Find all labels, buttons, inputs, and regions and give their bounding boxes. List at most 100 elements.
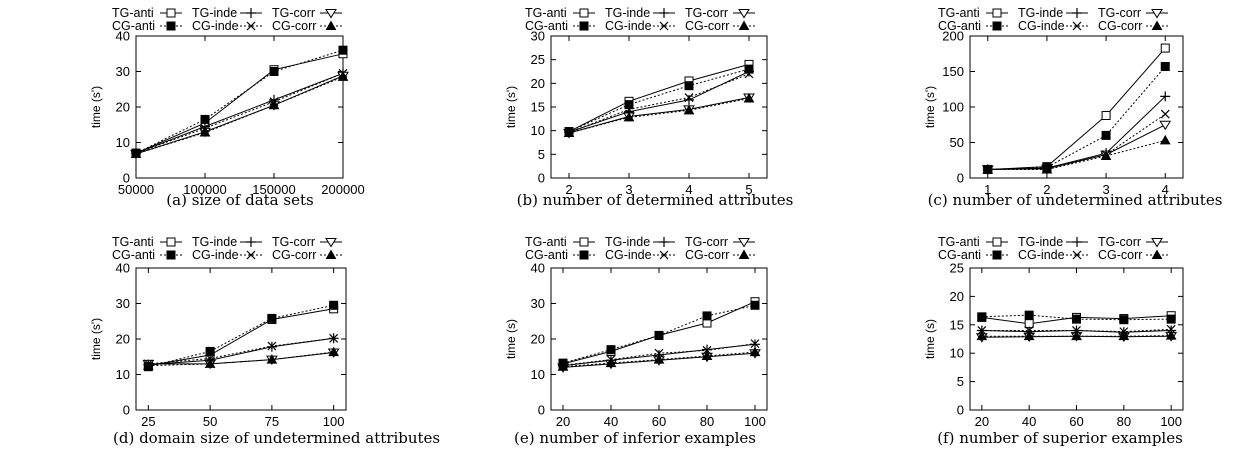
legend-label: CG-anti — [938, 19, 981, 33]
legend-marker — [659, 250, 669, 260]
x-tick-label: 1 — [984, 182, 991, 197]
chart-caption: (e) number of inferior examples — [514, 429, 756, 447]
legend-label: CG-corr — [1098, 248, 1142, 262]
legend-label: TG-anti — [112, 6, 154, 20]
y-tick-label: 100 — [942, 100, 964, 115]
data-point-cg-corr — [204, 358, 216, 368]
y-tick-label: 25 — [531, 52, 545, 67]
legend-marker — [1151, 238, 1163, 248]
data-point-cg-inde — [684, 93, 694, 102]
legend-marker — [992, 21, 1002, 31]
y-tick-label: 0 — [957, 403, 964, 418]
chart-panel-0: 0 10 20 30 40 50000 100000 150000 200000 time (s'… — [89, 6, 365, 209]
data-point-tg-anti — [1101, 111, 1111, 121]
legend-marker — [579, 21, 589, 31]
series-line-tg-anti — [135, 53, 344, 154]
data-point-tg-anti — [1160, 43, 1170, 53]
data-point-cg-anti — [269, 67, 279, 76]
legend-marker — [1072, 250, 1082, 260]
legend-marker — [579, 237, 589, 247]
data-point-cg-anti — [744, 64, 754, 74]
legend-label: CG-corr — [685, 19, 729, 33]
data-point-cg-corr — [653, 354, 665, 364]
series-line-cg-anti — [562, 304, 756, 364]
x-tick-label: 100 — [744, 414, 766, 429]
series-line-tg-inde — [568, 71, 750, 133]
x-tick-label: 200000 — [321, 182, 364, 197]
legend-marker — [246, 250, 256, 260]
x-tick-label: 80 — [1117, 414, 1131, 429]
legend-marker — [992, 237, 1002, 247]
data-point-cg-inde — [702, 345, 712, 355]
x-tick-label: 25 — [141, 414, 155, 429]
data-point-cg-anti — [750, 300, 760, 310]
x-tick-label: 60 — [652, 414, 666, 429]
y-tick-label: 30 — [531, 296, 545, 311]
series-line-cg-corr — [148, 351, 334, 367]
y-tick-label: 15 — [950, 317, 964, 332]
legend-marker — [738, 238, 750, 248]
legend-label: TG-inde — [605, 6, 650, 20]
data-point-cg-corr — [1165, 330, 1177, 340]
legend-label: CG-inde — [605, 248, 652, 262]
data-point-cg-inde — [1072, 326, 1081, 335]
data-point-cg-corr — [328, 346, 340, 357]
y-tick-label: 0 — [538, 171, 545, 186]
data-point-cg-anti — [1119, 315, 1129, 325]
y-tick-label: 30 — [531, 29, 545, 44]
data-point-cg-corr — [268, 99, 280, 110]
y-tick-label: 0 — [538, 403, 545, 418]
y-axis-label: time (s') — [89, 86, 103, 128]
x-tick-label: 2 — [565, 182, 572, 197]
x-tick-label: 50000 — [118, 182, 154, 197]
legend-label: TG-corr — [1098, 235, 1141, 249]
legend-label: CG-corr — [685, 248, 729, 262]
y-tick-label: 50 — [950, 135, 964, 150]
y-axis-label: time (s) — [923, 319, 937, 359]
y-tick-label: 40 — [531, 261, 545, 276]
legend-marker — [325, 9, 337, 19]
x-tick-label: 3 — [1102, 182, 1109, 197]
legend-label: TG-inde — [1018, 6, 1063, 20]
x-tick-label: 80 — [700, 414, 714, 429]
data-point-cg-corr — [1071, 330, 1082, 341]
series-line-tg-anti — [568, 63, 750, 133]
y-tick-label: 10 — [116, 135, 130, 150]
data-point-cg-anti — [205, 346, 215, 356]
chart-caption: (f) number of superior examples — [937, 429, 1183, 447]
data-point-cg-anti — [1024, 310, 1034, 320]
data-point-cg-anti — [654, 330, 664, 340]
legend-marker — [325, 249, 337, 259]
legend-label: TG-corr — [1098, 6, 1141, 20]
data-point-cg-anti — [1101, 130, 1111, 140]
x-tick-label: 20 — [556, 414, 570, 429]
x-tick-label: 20 — [975, 414, 989, 429]
y-tick-label: 10 — [531, 367, 545, 382]
data-point-cg-corr — [1041, 163, 1053, 174]
legend-label: TG-corr — [685, 6, 728, 20]
series-line-cg-corr — [135, 76, 344, 155]
legend: TG-anti TG-inde TG-corr CG-anti CG-inde CG-co… — [112, 6, 342, 33]
legend-marker — [579, 250, 589, 260]
legend-marker — [1151, 20, 1163, 30]
x-tick-label: 2 — [1043, 182, 1050, 197]
legend-marker — [579, 8, 589, 18]
y-axis-label: time (s') — [89, 318, 103, 360]
legend-label: CG-anti — [525, 19, 568, 33]
legend-label: CG-corr — [272, 248, 316, 262]
chart-panel-3: 0 10 20 30 40 25 50 75 100 time (s') TG-anti TG-ind… — [89, 235, 440, 447]
y-tick-label: 200 — [942, 29, 964, 44]
y-tick-label: 20 — [116, 100, 130, 115]
y-tick-label: 40 — [116, 261, 130, 276]
data-point-tg-anti — [1024, 319, 1034, 329]
y-tick-label: 40 — [116, 29, 130, 44]
legend-label: CG-inde — [605, 19, 652, 33]
legend-label: TG-inde — [192, 6, 237, 20]
legend-label: CG-anti — [112, 248, 155, 262]
chart-caption: (a) size of data sets — [166, 191, 313, 209]
data-point-cg-corr — [976, 330, 988, 341]
legend-marker — [738, 20, 750, 30]
plot-frame — [550, 35, 768, 179]
legend-marker — [1151, 249, 1163, 259]
